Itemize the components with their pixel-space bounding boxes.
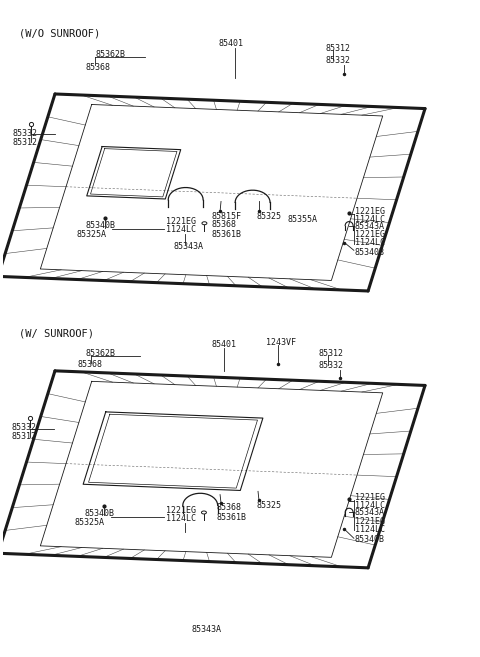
Text: 85815F: 85815F [212,212,241,221]
Text: 85312: 85312 [325,44,350,53]
Text: 1221EG: 1221EG [167,217,196,226]
Text: 85343A: 85343A [192,625,222,634]
Text: 1124LC: 1124LC [167,514,196,523]
Text: 1124LC: 1124LC [355,215,385,223]
Text: 85343A: 85343A [355,508,385,516]
Text: 85361B: 85361B [212,230,241,239]
Text: 85401: 85401 [212,340,237,350]
Text: 1221EG: 1221EG [355,207,385,215]
Text: 1124LC: 1124LC [167,225,196,234]
Text: 85355A: 85355A [288,215,317,223]
Text: 1221EG: 1221EG [167,507,196,515]
Text: (W/O SUNROOF): (W/O SUNROOF) [19,29,101,39]
Text: 85325: 85325 [257,212,282,221]
Text: 1124LC: 1124LC [355,501,385,510]
Text: 85368: 85368 [216,503,241,512]
Text: 1221EG: 1221EG [355,493,385,503]
Text: (W/ SUNROOF): (W/ SUNROOF) [19,328,95,338]
Text: 85343A: 85343A [355,222,385,231]
Text: 85332: 85332 [325,56,350,64]
Text: 1243VF: 1243VF [266,338,296,348]
Text: 85362B: 85362B [96,51,125,59]
Text: 1221EG: 1221EG [355,230,385,239]
Text: 85340B: 85340B [355,535,385,544]
Text: 85312: 85312 [12,432,36,441]
Text: 85361B: 85361B [216,513,246,522]
Text: 85312: 85312 [12,138,37,147]
Text: 85325: 85325 [257,501,282,510]
Text: 85332: 85332 [12,129,37,137]
Text: 1124LC: 1124LC [355,238,385,247]
Text: 85368: 85368 [86,64,111,72]
Text: 85340B: 85340B [355,248,385,257]
Text: 85343A: 85343A [174,242,204,251]
Text: 85312: 85312 [318,349,343,358]
Text: 85325A: 85325A [75,518,105,527]
Text: 1124LC: 1124LC [355,525,385,533]
Text: 85401: 85401 [219,39,244,48]
Text: 85332: 85332 [12,423,36,432]
Text: 85332: 85332 [318,361,343,370]
Text: 85368: 85368 [78,361,103,369]
Text: 85340B: 85340B [84,509,114,518]
Text: 85340B: 85340B [86,221,116,230]
Text: 85325A: 85325A [76,230,106,239]
Text: 1221EG: 1221EG [355,517,385,526]
Text: 85362B: 85362B [86,349,116,358]
Text: 85368: 85368 [212,220,237,229]
